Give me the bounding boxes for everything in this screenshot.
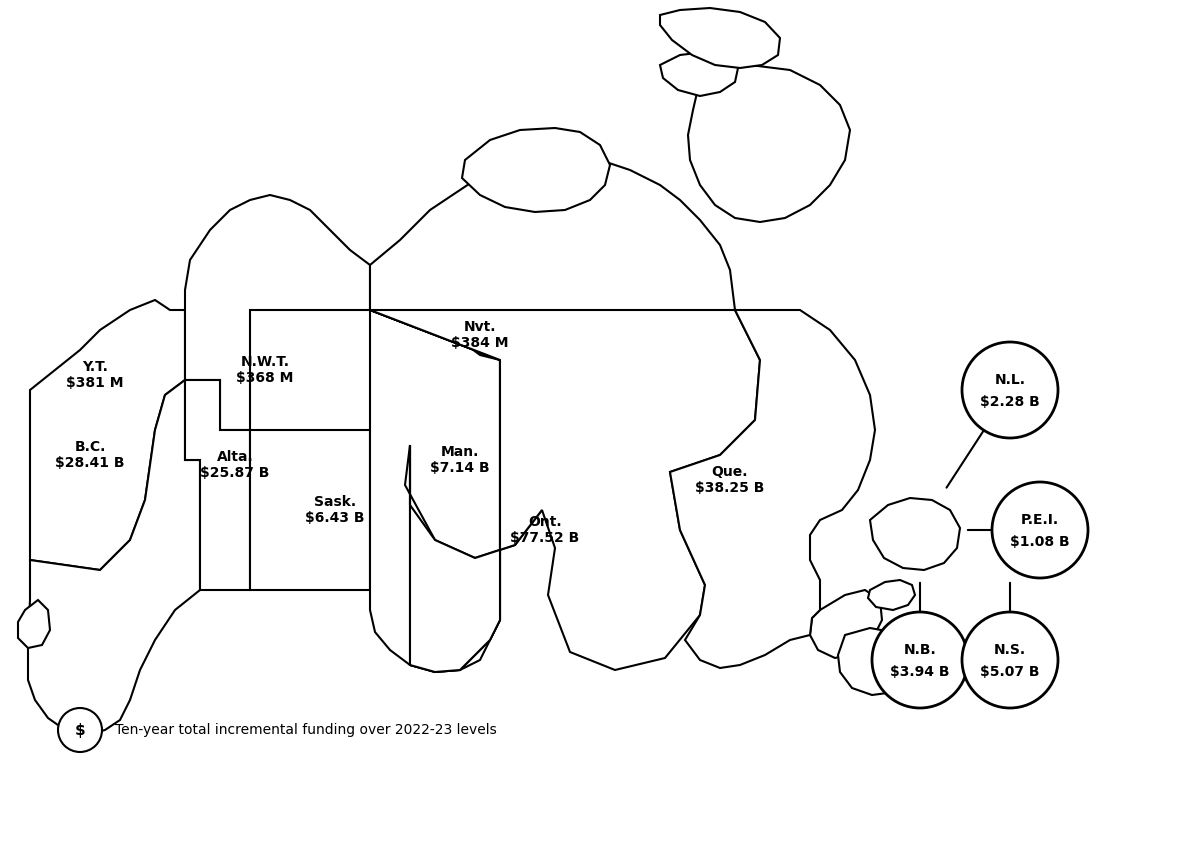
Polygon shape (18, 600, 50, 648)
Circle shape (992, 482, 1088, 578)
Polygon shape (370, 310, 500, 672)
Polygon shape (250, 430, 370, 590)
Polygon shape (838, 628, 918, 695)
Text: B.C.
$28.41 B: B.C. $28.41 B (55, 440, 125, 470)
Text: $2.28 B: $2.28 B (980, 395, 1040, 409)
Polygon shape (870, 498, 960, 570)
Circle shape (962, 342, 1058, 438)
Polygon shape (868, 580, 916, 610)
Text: Ten-year total incremental funding over 2022-23 levels: Ten-year total incremental funding over … (115, 723, 497, 737)
Text: Man.
$7.14 B: Man. $7.14 B (430, 445, 490, 475)
Polygon shape (670, 310, 875, 668)
Polygon shape (30, 300, 185, 570)
Text: $: $ (74, 722, 85, 738)
Text: $3.94 B: $3.94 B (890, 665, 949, 679)
Polygon shape (688, 65, 850, 222)
Polygon shape (28, 380, 200, 735)
Polygon shape (370, 310, 760, 672)
Text: $5.07 B: $5.07 B (980, 665, 1039, 679)
Text: Nvt.
$384 M: Nvt. $384 M (451, 320, 509, 351)
Polygon shape (185, 195, 370, 430)
Text: Alta.
$25.87 B: Alta. $25.87 B (200, 450, 270, 480)
Polygon shape (660, 8, 780, 68)
Text: Y.T.
$381 M: Y.T. $381 M (66, 360, 124, 390)
Circle shape (58, 708, 102, 752)
Text: Ont.
$77.52 B: Ont. $77.52 B (510, 515, 580, 545)
Text: Sask.
$6.43 B: Sask. $6.43 B (305, 494, 365, 525)
Text: N.W.T.
$368 M: N.W.T. $368 M (236, 355, 294, 385)
Text: P.E.I.: P.E.I. (1021, 513, 1060, 527)
Text: N.S.: N.S. (994, 643, 1026, 657)
Circle shape (962, 612, 1058, 708)
Polygon shape (185, 380, 250, 590)
Circle shape (872, 612, 968, 708)
Text: $1.08 B: $1.08 B (1010, 535, 1070, 549)
Polygon shape (370, 310, 760, 672)
Polygon shape (370, 155, 734, 360)
Text: N.B.: N.B. (904, 643, 936, 657)
Text: Que.
$38.25 B: Que. $38.25 B (695, 464, 764, 495)
Polygon shape (810, 590, 882, 658)
Polygon shape (660, 52, 738, 96)
Text: N.L.: N.L. (995, 373, 1026, 387)
Polygon shape (462, 128, 610, 212)
